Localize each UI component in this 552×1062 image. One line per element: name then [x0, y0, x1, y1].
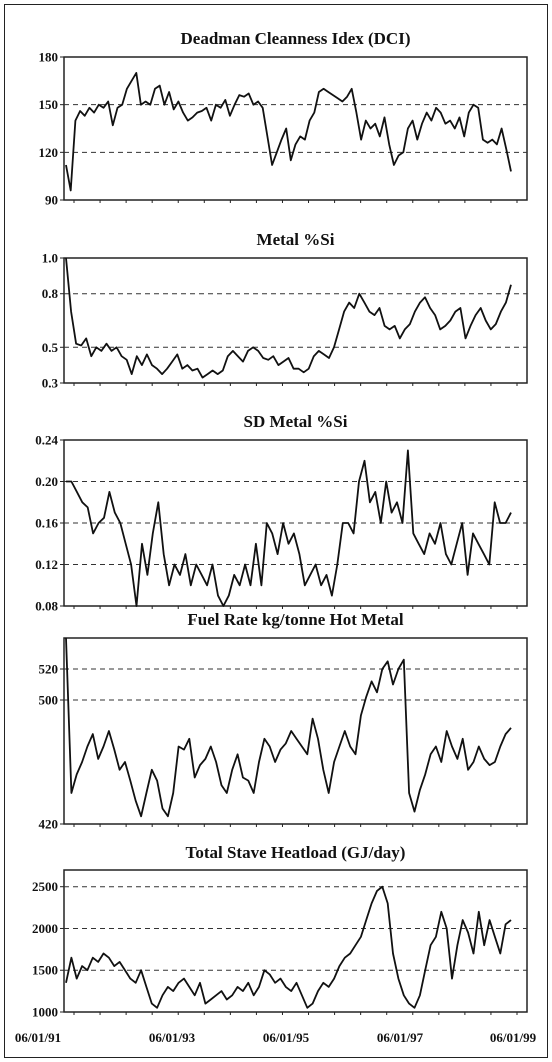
x-tick-label: 06/01/95 [263, 1030, 310, 1045]
y-tick-label: 0.12 [35, 557, 58, 572]
chart-title: Fuel Rate kg/tonne Hot Metal [187, 610, 404, 629]
y-tick-label: 2000 [32, 921, 58, 936]
plot-area [63, 439, 528, 607]
y-tick-label: 1.0 [42, 251, 58, 266]
y-tick-label: 520 [39, 662, 59, 677]
x-tick-label: 06/01/91 [15, 1030, 61, 1045]
y-tick-label: 0.08 [35, 599, 58, 614]
y-tick-label: 0.20 [35, 474, 58, 489]
y-tick-label: 500 [39, 693, 59, 708]
y-tick-label: 0.16 [35, 516, 58, 531]
plot-area [63, 56, 528, 201]
series-line [65, 257, 512, 379]
y-tick-label: 150 [39, 97, 59, 112]
series-line [65, 637, 512, 818]
panel-metal-si: Metal %Si 0.3 0.5 0.8 1.0 [42, 230, 528, 391]
series-line [65, 72, 512, 192]
y-tick-label: 2500 [32, 879, 58, 894]
x-tick-label: 06/01/93 [149, 1030, 196, 1045]
x-tick-label: 06/01/97 [377, 1030, 424, 1045]
plot-area [63, 869, 528, 1013]
chart-title: Deadman Cleanness Idex (DCI) [181, 29, 411, 48]
panel-sd-metal-si: SD Metal %Si 0.08 0.12 0.16 0.20 0.24 [35, 412, 528, 614]
panel-dci: Deadman Cleanness Idex (DCI) 90 120 150 180 [39, 29, 528, 208]
y-tick-label: 1000 [32, 1005, 58, 1020]
chart-title: SD Metal %Si [244, 412, 348, 431]
y-tick-label: 0.5 [42, 340, 59, 355]
panel-stave-heatload: Total Stave Heatload (GJ/day) 1000 1500 200… [32, 843, 528, 1020]
series-line [66, 449, 512, 607]
panel-fuel-rate: Fuel Rate kg/tonne Hot Metal 420 500 520 [39, 610, 528, 832]
y-tick-label: 120 [39, 145, 59, 160]
y-tick-label: 0.8 [42, 286, 59, 301]
plot-area [63, 637, 528, 825]
x-tick-label: 06/01/99 [490, 1030, 537, 1045]
plot-area [63, 257, 528, 384]
chart-title: Total Stave Heatload (GJ/day) [186, 843, 406, 862]
y-tick-label: 180 [39, 50, 59, 65]
y-tick-label: 0.3 [42, 376, 59, 391]
y-tick-label: 420 [39, 817, 59, 832]
x-axis: 06/01/91 06/01/93 06/01/95 06/01/97 06/01/99 [15, 1030, 537, 1045]
figure-frame [4, 4, 548, 1058]
y-tick-label: 0.24 [35, 433, 58, 448]
y-tick-label: 90 [45, 193, 58, 208]
y-tick-label: 1500 [32, 963, 58, 978]
series-line [65, 885, 512, 1009]
chart-title: Metal %Si [257, 230, 335, 249]
